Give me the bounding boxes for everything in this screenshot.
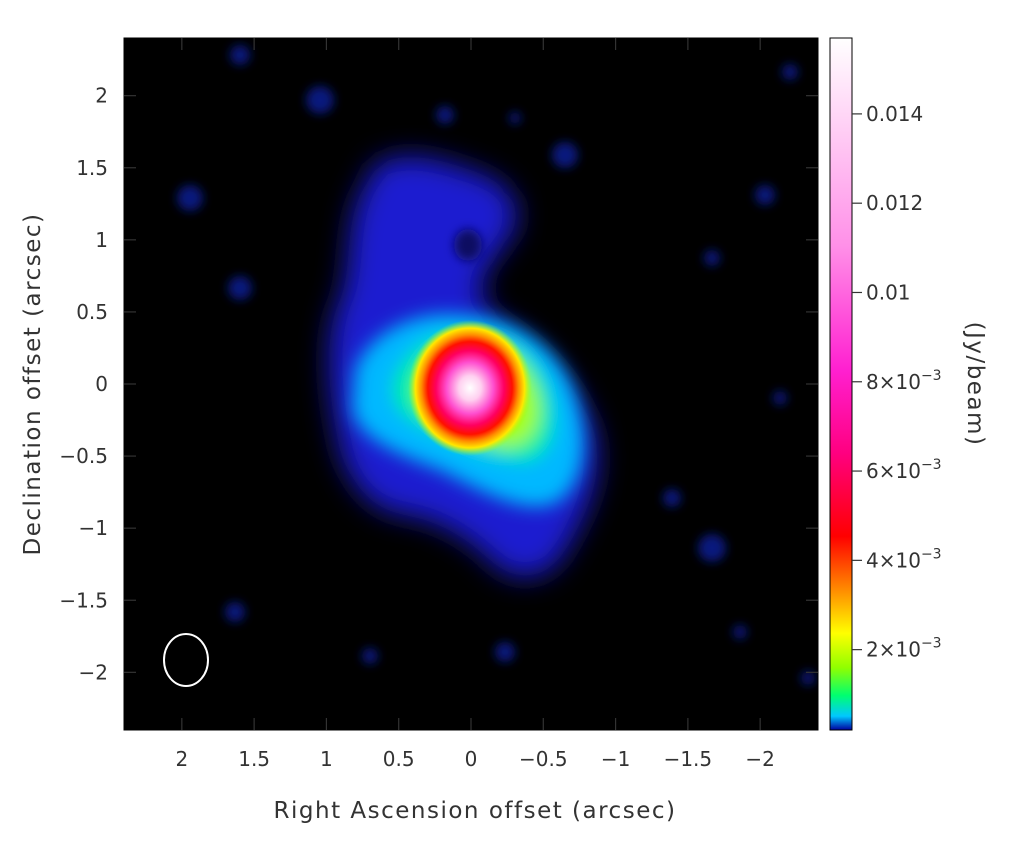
- x-tick-label: −0.5: [519, 747, 568, 771]
- colorbar-gradient: [829, 37, 853, 731]
- colorbar-tick-label: 0.01: [866, 280, 911, 304]
- beam-ellipse: [163, 633, 209, 687]
- y-tick-label: 0: [95, 372, 108, 396]
- colorbar-label: (Jy/beam): [962, 322, 988, 447]
- colorbar-tick-label: 6×10−3: [866, 457, 942, 483]
- colorbar-tick-label: 2×10−3: [866, 636, 942, 662]
- y-tick-label: −2: [79, 660, 108, 684]
- colorbar-tick-label: 0.014: [866, 102, 923, 126]
- y-axis-ticks: 2 1.5 1 0.5 0 −0.5 −1 −1.5 −2: [59, 84, 818, 684]
- colorbar: 2×10−3 4×10−3 6×10−3 8×10−3 0.01 0.012 0.014 (…: [829, 37, 988, 731]
- y-tick-label: −1.5: [59, 588, 108, 612]
- y-tick-label: 0.5: [76, 300, 108, 324]
- y-axis-title: Declination offset (arcsec): [20, 213, 46, 556]
- x-tick-label: 2: [175, 747, 188, 771]
- y-tick-label: 1.5: [76, 156, 108, 180]
- x-axis-ticks: 2 1.5 1 0.5 0 −0.5 −1 −1.5 −2: [175, 38, 775, 771]
- x-tick-label: −1: [601, 747, 630, 771]
- y-tick-label: 2: [95, 84, 108, 108]
- colorbar-ticks: 2×10−3 4×10−3 6×10−3 8×10−3 0.01 0.012 0.014: [852, 102, 942, 662]
- x-tick-label: 0.5: [383, 747, 415, 771]
- x-tick-label: −2: [745, 747, 774, 771]
- plot-area: [123, 37, 819, 731]
- emission-map: [163, 45, 815, 687]
- noise-blobs: [177, 45, 815, 685]
- core: [408, 320, 532, 456]
- x-axis-title: Right Ascension offset (arcsec): [274, 798, 677, 824]
- colorbar-tick-label: 4×10−3: [866, 546, 942, 572]
- colorbar-tick-label: 8×10−3: [866, 368, 942, 394]
- x-tick-label: 1: [320, 747, 333, 771]
- x-tick-label: −1.5: [664, 747, 713, 771]
- y-tick-label: −1: [79, 516, 108, 540]
- y-tick-label: 1: [95, 228, 108, 252]
- envelope-hole: [454, 229, 482, 261]
- y-tick-label: −0.5: [59, 444, 108, 468]
- colorbar-tick-label: 0.012: [866, 191, 923, 215]
- x-tick-label: 1.5: [238, 747, 270, 771]
- x-tick-label: 0: [465, 747, 478, 771]
